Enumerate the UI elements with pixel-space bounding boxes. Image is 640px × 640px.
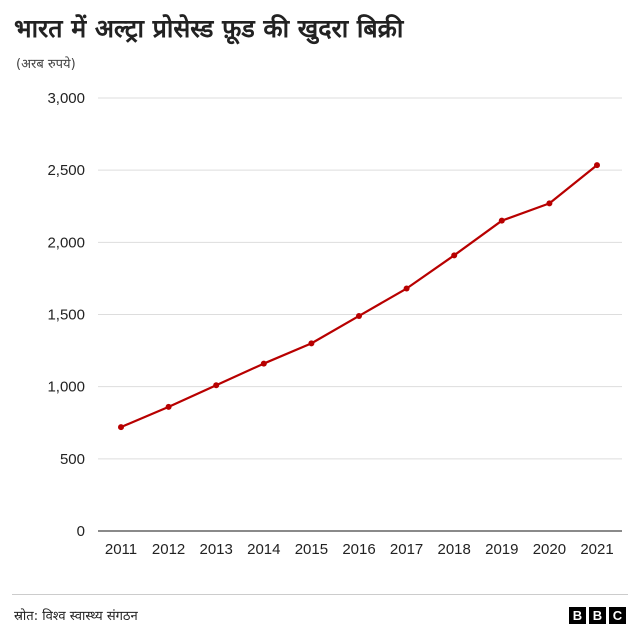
- bbc-logo: B B C: [569, 607, 626, 624]
- data-point: [594, 162, 600, 169]
- x-tick-label: 2013: [200, 541, 233, 558]
- x-tick-label: 2021: [580, 541, 613, 558]
- data-point: [498, 217, 505, 224]
- x-tick-label: 2016: [342, 541, 375, 558]
- data-point: [451, 252, 458, 259]
- data-point: [546, 200, 553, 207]
- logo-letter-b1: B: [569, 607, 586, 624]
- data-point: [403, 285, 410, 292]
- data-point: [213, 382, 220, 389]
- x-tick-label: 2018: [438, 541, 471, 558]
- x-tick-label: 2015: [295, 541, 328, 558]
- x-axis-ticks: 2011 2012 2013 2014 2015 2016 2017 2018 2019 2020…: [105, 541, 614, 558]
- data-point: [165, 403, 172, 410]
- x-tick-label: 2014: [247, 541, 280, 558]
- y-tick-label: 2,500: [47, 162, 85, 179]
- y-tick-label: 500: [60, 451, 85, 468]
- x-tick-label: 2012: [152, 541, 185, 558]
- data-point: [356, 312, 362, 319]
- source-note: स्रोत: विश्व स्वास्थ्य संगठन: [14, 609, 138, 624]
- chart-subtitle: (अरब रुपये): [16, 57, 76, 72]
- data-point: [308, 340, 315, 347]
- y-tick-label: 2,000: [47, 234, 85, 251]
- y-tick-label: 1,500: [47, 307, 85, 324]
- y-tick-label: 3,000: [47, 90, 85, 107]
- data-point: [118, 424, 124, 431]
- series-layer: [118, 162, 600, 431]
- logo-letter-c: C: [609, 607, 626, 624]
- chart-title: भारत में अल्ट्रा प्रोसेस्ड फ़ूड की खुदरा…: [14, 14, 404, 43]
- logo-letter-b2: B: [589, 607, 606, 624]
- y-axis-ticks: 0 500 1,000 1,500 2,000 2,500 3,000: [47, 90, 85, 540]
- x-tick-label: 2020: [533, 541, 566, 558]
- x-tick-label: 2019: [485, 541, 518, 558]
- x-tick-label: 2017: [390, 541, 423, 558]
- y-tick-label: 1,000: [47, 379, 85, 396]
- footer-divider: [12, 594, 628, 595]
- y-tick-label: 0: [77, 523, 85, 540]
- data-point: [260, 360, 267, 367]
- series-line: [120, 164, 598, 429]
- x-tick-label: 2011: [105, 541, 137, 558]
- gridlines: [98, 97, 622, 532]
